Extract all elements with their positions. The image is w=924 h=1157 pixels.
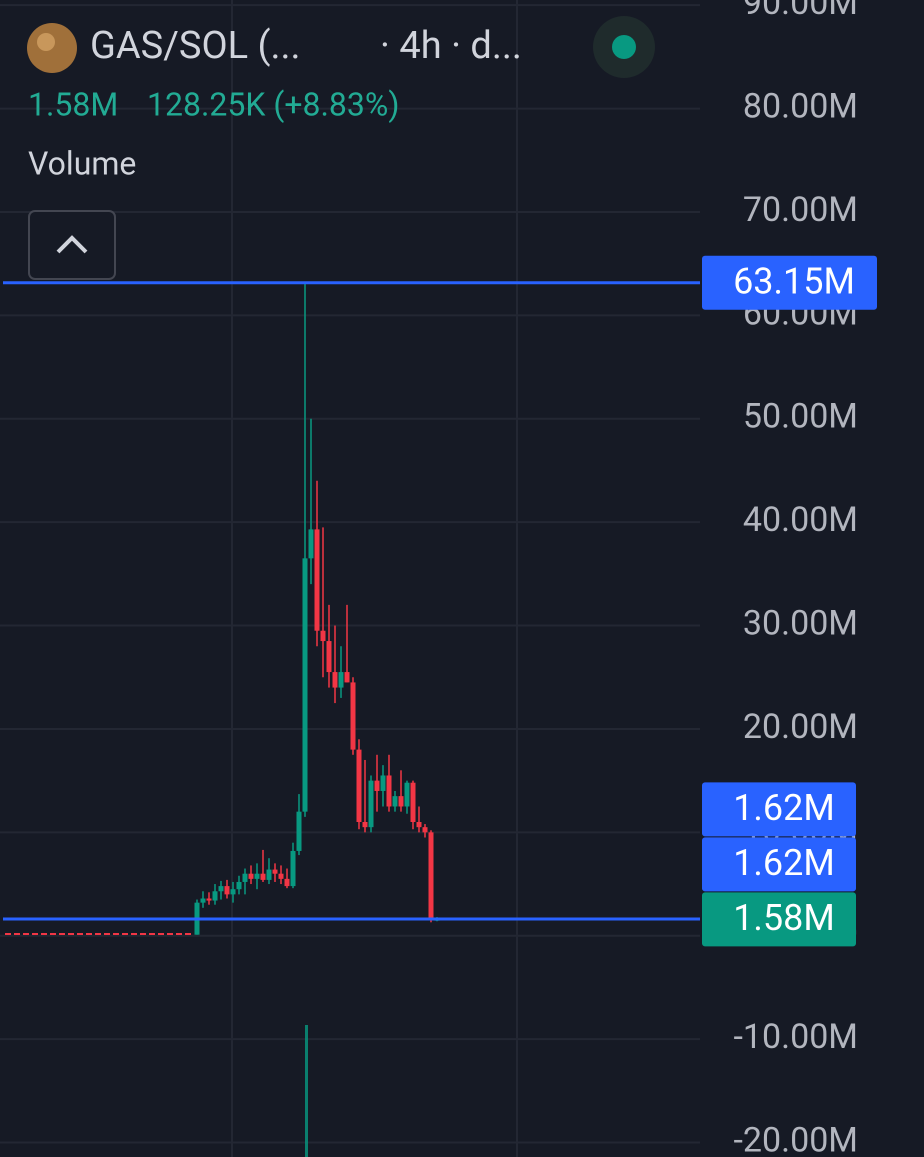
candle-body: [422, 827, 428, 833]
y-tick-label: -10.00M: [734, 1017, 858, 1057]
candle-body: [344, 672, 350, 683]
price-badges: 1.58M 1.62M 1.62M 63.15M: [702, 255, 877, 947]
candle-body: [428, 832, 434, 920]
price-axis: -20.00M-10.00M0.000010.00M20.00M30.00M40…: [734, 0, 858, 1157]
pane-label: Volume: [28, 144, 136, 182]
candle-body: [338, 672, 344, 688]
candle-body: [380, 775, 386, 791]
candle-body: [236, 881, 242, 890]
candle-body: [200, 898, 206, 903]
candle-body: [224, 886, 230, 895]
grid: [0, 0, 700, 1157]
price-badge: [702, 837, 856, 892]
status-dot: [612, 35, 636, 59]
candle-body: [254, 873, 260, 879]
candle-body: [260, 873, 266, 880]
price-badge-label: 63.15M: [733, 260, 855, 302]
candle-body: [272, 869, 278, 874]
interval[interactable]: · 4h · d...: [380, 24, 522, 68]
candle-body: [374, 780, 380, 791]
candle-body: [398, 796, 404, 807]
candle-body: [302, 558, 308, 812]
y-tick-label: 90.00M: [743, 0, 858, 23]
symbol[interactable]: GAS/SOL (...: [90, 24, 301, 68]
candle-body: [320, 630, 326, 642]
y-tick-label: 70.00M: [743, 190, 858, 230]
candle-body: [278, 873, 284, 879]
y-tick-label: 20.00M: [743, 707, 858, 747]
candle-body: [356, 749, 362, 822]
candle-body: [248, 873, 254, 879]
y-tick-label: 30.00M: [743, 604, 858, 644]
price-badge: [702, 892, 856, 947]
plot: [3, 281, 700, 1157]
price-badge: [702, 782, 856, 837]
chevron-up: [56, 235, 88, 254]
change: 128.25K (+8.83%): [147, 85, 399, 123]
price-badge-label: 1.62M: [733, 787, 835, 829]
candle-body: [212, 891, 218, 901]
candle-body: [332, 672, 338, 688]
candle-body: [410, 782, 416, 822]
price-badge-label: 1.62M: [733, 842, 835, 884]
candle-body: [218, 886, 224, 892]
candle-body: [416, 821, 422, 828]
candle-body: [350, 682, 356, 750]
y-tick-label: 50.00M: [743, 397, 858, 437]
candle-body: [308, 529, 314, 559]
price-badge-label: 1.58M: [733, 897, 835, 939]
token-icon-detail: [37, 33, 55, 51]
candle-body: [404, 782, 410, 807]
y-tick-label: 40.00M: [743, 500, 858, 540]
candle-body: [386, 775, 392, 807]
volume-spike: [305, 1025, 308, 1157]
collapse-button[interactable]: [28, 210, 116, 280]
last-value: 1.58M: [28, 85, 118, 123]
candle-body: [206, 898, 212, 901]
candle-body: [392, 796, 398, 807]
candle-body: [230, 889, 236, 895]
candle-body: [242, 873, 248, 882]
candle-body: [362, 821, 368, 828]
candle-body: [326, 641, 332, 673]
candle-body: [368, 780, 374, 828]
y-tick-label: 80.00M: [743, 87, 858, 127]
candle-body: [284, 878, 290, 887]
price-badge: [702, 255, 877, 310]
candle-body: [296, 811, 302, 851]
y-tick-label: -20.00M: [734, 1121, 858, 1157]
candle-body: [266, 869, 272, 880]
header: GAS/SOL (... · 4h · d... 1.58M 128.25K (…: [27, 16, 655, 280]
candle-body: [314, 529, 320, 631]
candle-body: [290, 850, 296, 887]
